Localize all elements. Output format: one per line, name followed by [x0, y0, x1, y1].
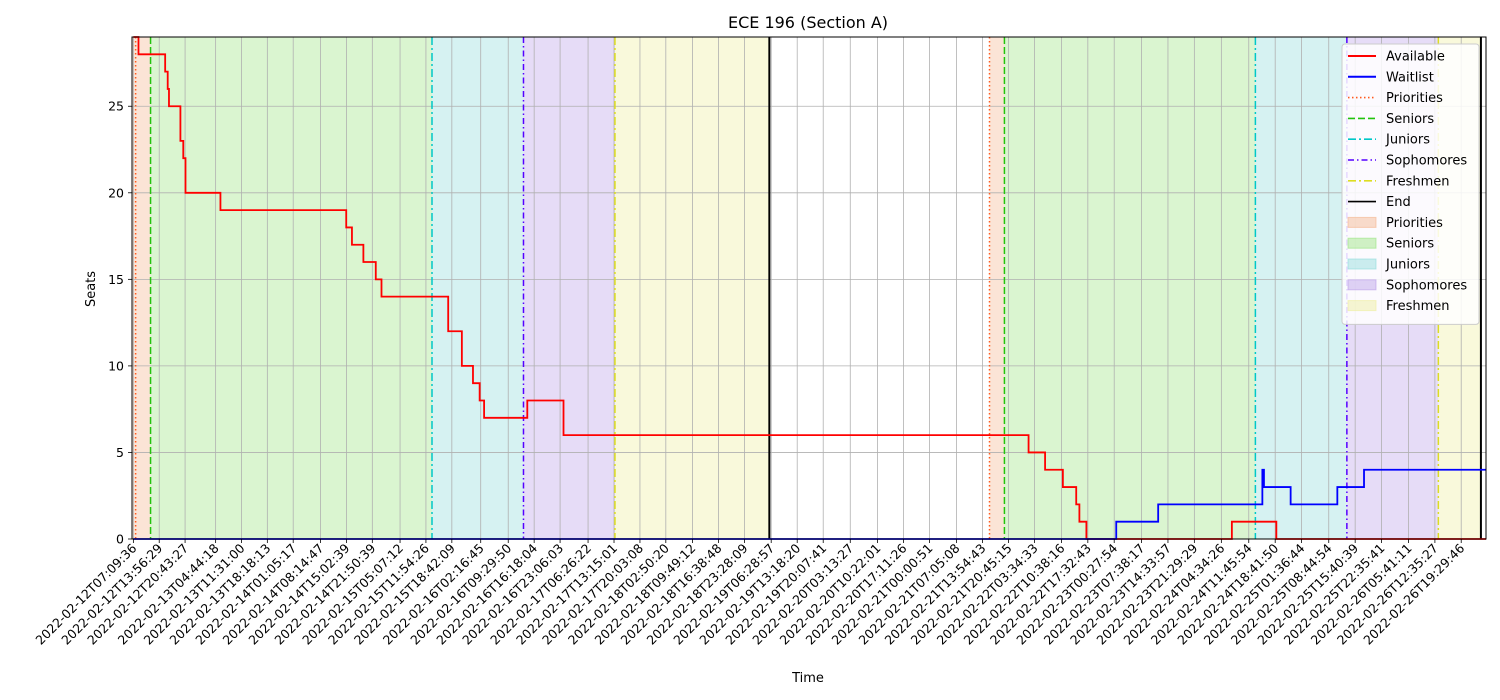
y-axis: 0 5 10 15 20 25 — [108, 99, 132, 547]
chart-title: ECE 196 (Section A) — [728, 13, 888, 32]
legend-box — [1341, 43, 1480, 325]
y-axis-label: Seats — [84, 271, 99, 307]
x-axis-label: Time — [791, 671, 824, 686]
y-tick-label: 20 — [108, 185, 124, 200]
shade-seniors — [1004, 37, 1256, 539]
legend-label-priorities: Priorities — [1386, 91, 1443, 106]
y-tick-label: 0 — [116, 532, 124, 547]
legend-label-seniors: Seniors — [1386, 237, 1434, 252]
legend-swatch-sophomores — [1347, 279, 1377, 291]
series-lines — [133, 36, 1486, 540]
legend-label-end: End — [1386, 195, 1411, 210]
shade-priorities — [989, 37, 1005, 539]
legend: Available Waitlist Priorities Seniors Junior… — [1341, 43, 1480, 325]
plot-frame — [131, 36, 1487, 540]
legend-swatch-seniors — [1347, 237, 1377, 249]
legend-label-juniors: Juniors — [1385, 133, 1430, 148]
legend-label-waitlist: Waitlist — [1386, 70, 1434, 85]
series-available — [133, 36, 1486, 540]
y-tick-label: 5 — [116, 445, 124, 460]
legend-label-seniors: Seniors — [1386, 112, 1434, 127]
legend-swatch-juniors — [1347, 258, 1377, 270]
shade-seniors — [150, 37, 432, 539]
legend-swatch-freshmen — [1347, 300, 1377, 312]
x-axis: 2022-02-12T07:09:362022-02-12T13:56:2920… — [32, 539, 1467, 648]
legend-label-priorities: Priorities — [1386, 216, 1443, 231]
shaded-periods — [132, 37, 1481, 539]
shade-juniors — [1255, 37, 1347, 539]
legend-label-freshmen: Freshmen — [1386, 299, 1450, 314]
legend-label-sophomores: Sophomores — [1386, 154, 1467, 169]
y-tick-label: 25 — [108, 99, 124, 114]
gridlines — [132, 37, 1486, 540]
legend-label-freshmen: Freshmen — [1386, 174, 1450, 189]
shade-sophomores — [523, 37, 615, 539]
series-waitlist — [133, 468, 1486, 540]
legend-label-available: Available — [1386, 50, 1445, 65]
legend-swatch-priorities — [1347, 216, 1377, 228]
y-tick-label: 10 — [108, 358, 124, 373]
shade-priorities — [132, 37, 151, 539]
legend-label-sophomores: Sophomores — [1386, 278, 1467, 293]
y-tick-label: 15 — [108, 272, 124, 287]
legend-label-juniors: Juniors — [1385, 258, 1430, 273]
shade-juniors — [431, 37, 524, 539]
